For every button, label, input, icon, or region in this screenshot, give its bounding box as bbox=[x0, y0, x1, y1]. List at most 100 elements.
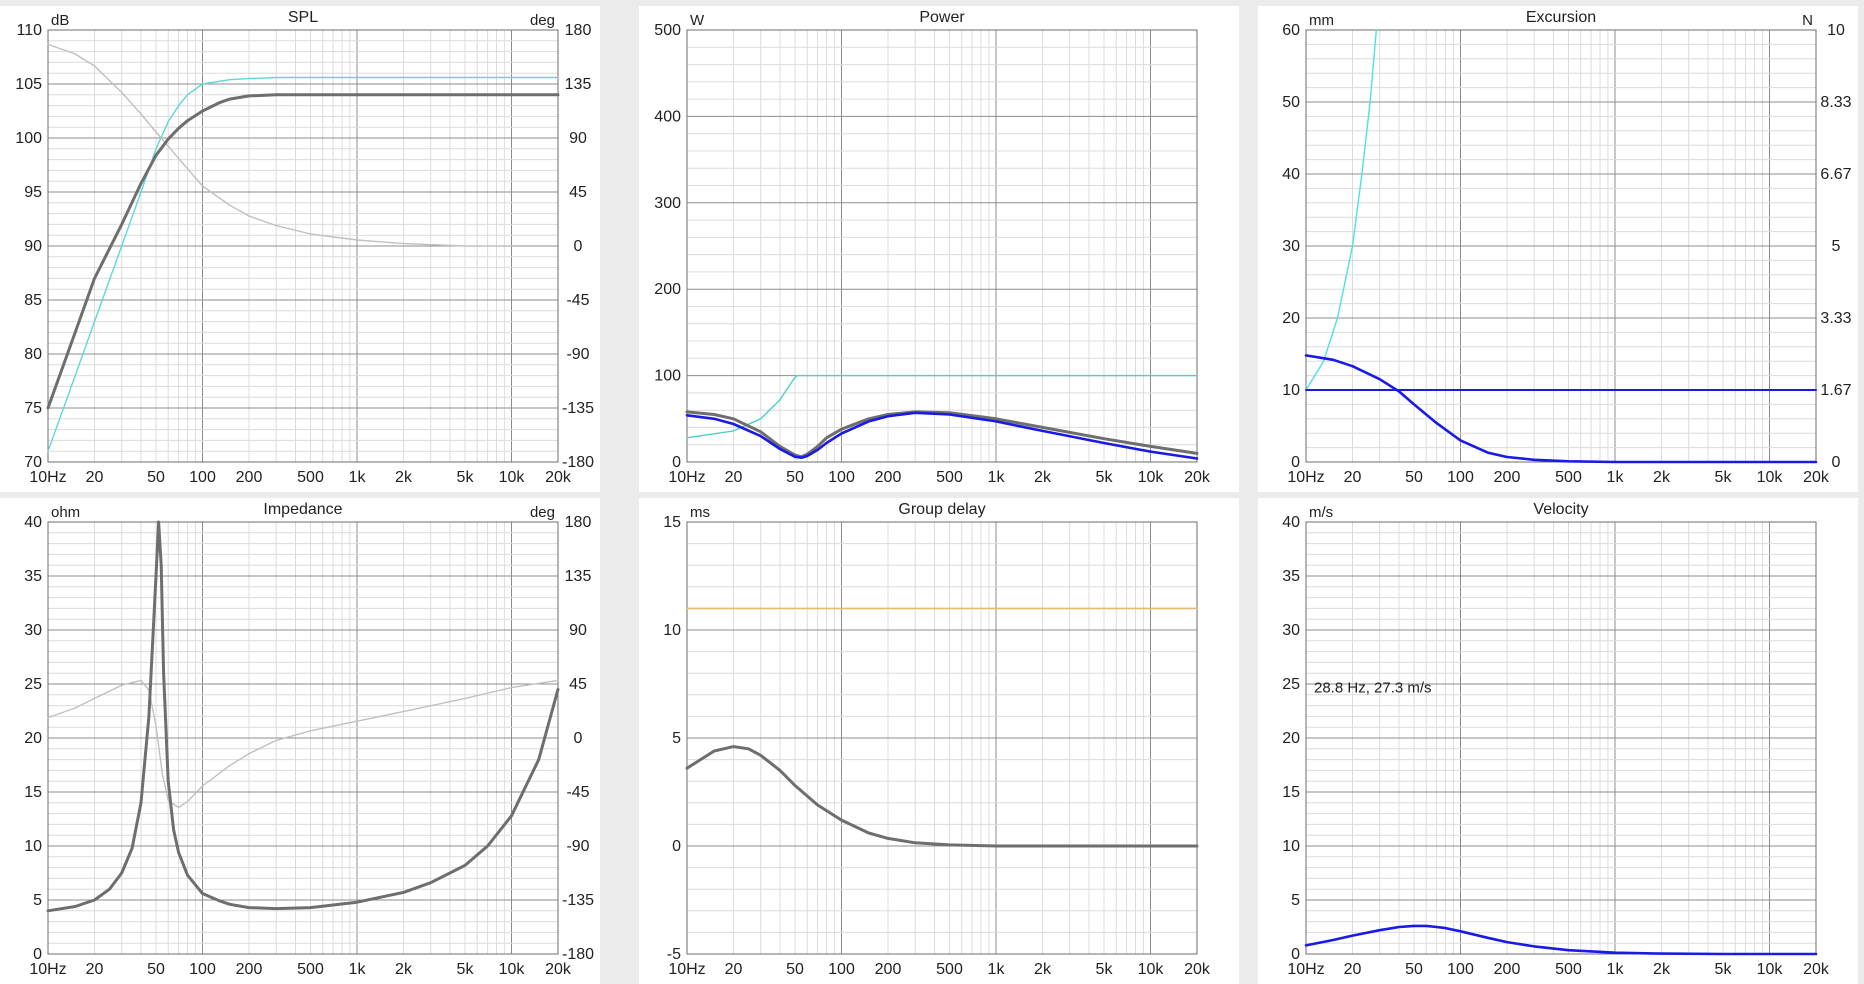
excursion-panel: 10Hz 20 50 100 200 500 1k 2k 5k 10k 20k 0 10 20 30 40 50… bbox=[1258, 6, 1858, 492]
y-tick-label: 5 bbox=[1291, 892, 1300, 909]
y-tick-label: 20 bbox=[24, 730, 42, 747]
x-tick-label: 5k bbox=[457, 961, 475, 978]
x-tick-label: 500 bbox=[1555, 961, 1582, 978]
y-unit-label: ohm bbox=[51, 504, 80, 521]
cursor-annotation: 28.8 Hz, 27.3 m/s bbox=[1314, 680, 1432, 697]
y2-tick-label: -45 bbox=[566, 784, 589, 801]
y2-tick-label: 90 bbox=[569, 130, 587, 147]
y-tick-label: 5 bbox=[33, 892, 42, 909]
y-tick-label: 25 bbox=[24, 676, 42, 693]
y-tick-label: 0 bbox=[33, 946, 42, 963]
spl-panel: 10Hz 20 50 100 200 500 1k 2k 5k 10k 20k 70 75 80 85 90 9… bbox=[0, 6, 600, 492]
y-tick-label: 75 bbox=[24, 400, 42, 417]
y-tick-label: 30 bbox=[1282, 238, 1300, 255]
y-unit-label: W bbox=[690, 12, 705, 29]
x-tick-label: 50 bbox=[786, 469, 804, 486]
x-tick-label: 50 bbox=[1405, 469, 1423, 486]
x-tick-label: 100 bbox=[189, 961, 216, 978]
y2-tick-label: 10 bbox=[1827, 22, 1845, 39]
x-tick-label: 1k bbox=[349, 469, 367, 486]
x-tick-label: 10k bbox=[1138, 961, 1165, 978]
y-tick-label: 30 bbox=[1282, 622, 1300, 639]
x-tick-label: 500 bbox=[936, 961, 963, 978]
plot-frame bbox=[1305, 521, 1817, 955]
y2-tick-label: 45 bbox=[569, 676, 587, 693]
y-unit-label: ms bbox=[690, 504, 710, 521]
y-tick-label: 15 bbox=[24, 784, 42, 801]
x-tick-label: 1k bbox=[1607, 961, 1625, 978]
y-tick-label: 300 bbox=[654, 195, 681, 212]
y2-tick-label: 180 bbox=[565, 22, 592, 39]
x-tick-label: 200 bbox=[236, 961, 263, 978]
velocity-chart: 10Hz 20 50 100 200 500 1k 2k 5k 10k 20k 0 5 10 15 20 25 3… bbox=[1282, 501, 1830, 978]
y2-tick-label: 0 bbox=[574, 730, 583, 747]
x-tick-label: 10Hz bbox=[1287, 469, 1324, 486]
series-power-limit bbox=[686, 374, 1198, 439]
y-tick-label: 105 bbox=[15, 76, 42, 93]
y-tick-label: 50 bbox=[1282, 94, 1300, 111]
x-tick-label: 20 bbox=[1344, 469, 1362, 486]
x-tick-label: 1k bbox=[349, 961, 367, 978]
y-tick-label: 85 bbox=[24, 292, 42, 309]
x-tick-label: 1k bbox=[988, 961, 1006, 978]
impedance-panel: 10Hz 20 50 100 200 500 1k 2k 5k 10k 20k 0 5 10 15 20 25 3… bbox=[0, 498, 600, 984]
series-spl bbox=[46, 93, 560, 410]
x-tick-label: 2k bbox=[1653, 469, 1671, 486]
y-tick-label: 0 bbox=[672, 454, 681, 471]
y2-tick-label: -180 bbox=[562, 454, 594, 471]
x-tick-label: 10Hz bbox=[668, 469, 705, 486]
y-tick-label: 10 bbox=[663, 622, 681, 639]
y-tick-label: 80 bbox=[24, 346, 42, 363]
x-tick-label: 2k bbox=[395, 469, 413, 486]
y2-tick-label: 90 bbox=[569, 622, 587, 639]
plot-frame bbox=[686, 29, 1198, 463]
y2-tick-label: -90 bbox=[566, 346, 589, 363]
y-tick-label: 20 bbox=[1282, 730, 1300, 747]
group-delay-panel: 10Hz 20 50 100 200 500 1k 2k 5k 10k 20k -5 0 5 10 15 Gro… bbox=[639, 498, 1239, 984]
y-tick-label: -5 bbox=[667, 946, 681, 963]
grid-lines bbox=[1306, 30, 1817, 462]
x-tick-label: 500 bbox=[936, 469, 963, 486]
series-phase bbox=[47, 43, 513, 247]
y-tick-label: 100 bbox=[654, 368, 681, 385]
x-tick-label: 10k bbox=[499, 961, 526, 978]
x-tick-label: 100 bbox=[189, 469, 216, 486]
chart-title: Velocity bbox=[1533, 501, 1588, 518]
y-tick-label: 10 bbox=[1282, 382, 1300, 399]
y-tick-label: 110 bbox=[16, 22, 42, 39]
x-tick-label: 20 bbox=[86, 961, 104, 978]
y-tick-label: 40 bbox=[24, 514, 42, 531]
y2-tick-label: -135 bbox=[562, 892, 594, 909]
x-tick-label: 10Hz bbox=[1287, 961, 1324, 978]
y-tick-label: 0 bbox=[672, 838, 681, 855]
x-tick-label: 10Hz bbox=[29, 961, 66, 978]
y-tick-label: 400 bbox=[654, 108, 681, 125]
y-tick-label: 10 bbox=[24, 838, 42, 855]
x-tick-label: 10k bbox=[1757, 961, 1784, 978]
x-tick-label: 20k bbox=[1184, 961, 1211, 978]
y2-tick-label: -180 bbox=[562, 946, 594, 963]
x-tick-label: 20k bbox=[1184, 469, 1211, 486]
plot-frame bbox=[47, 29, 559, 463]
series-power-blue bbox=[685, 411, 1199, 460]
x-tick-label: 10k bbox=[499, 469, 526, 486]
group-delay-chart: 10Hz 20 50 100 200 500 1k 2k 5k 10k 20k -5 0 5 10 15 Gro… bbox=[663, 501, 1211, 978]
y-tick-label: 200 bbox=[654, 281, 681, 298]
x-tick-label: 20k bbox=[545, 469, 572, 486]
y-tick-label: 15 bbox=[1282, 784, 1300, 801]
x-tick-label: 5k bbox=[457, 469, 475, 486]
y2-tick-label: 1.67 bbox=[1820, 382, 1851, 399]
y-tick-label: 500 bbox=[654, 22, 681, 39]
y2-tick-label: 5 bbox=[1832, 238, 1841, 255]
x-tick-label: 200 bbox=[875, 961, 902, 978]
y-tick-label: 70 bbox=[24, 454, 42, 471]
y-tick-label: 25 bbox=[1282, 676, 1300, 693]
y-tick-label: 0 bbox=[1291, 946, 1300, 963]
excursion-chart: 10Hz 20 50 100 200 500 1k 2k 5k 10k 20k01020304050… bbox=[1282, 9, 1851, 486]
y-unit-label: mm bbox=[1309, 12, 1334, 29]
x-tick-label: 2k bbox=[395, 961, 413, 978]
x-tick-label: 2k bbox=[1034, 961, 1052, 978]
y-tick-label: 35 bbox=[1282, 568, 1300, 585]
x-tick-label: 10Hz bbox=[668, 961, 705, 978]
series-impedance bbox=[46, 520, 560, 913]
